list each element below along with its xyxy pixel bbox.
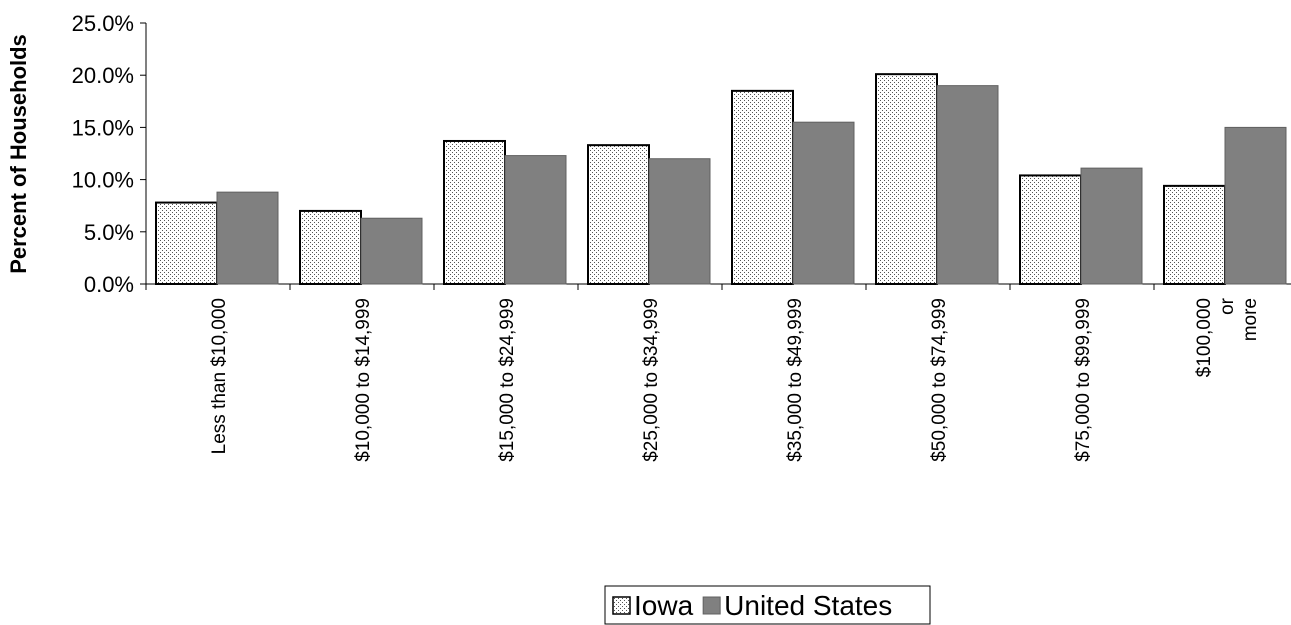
bar-united-states xyxy=(360,217,423,285)
bar-iowa xyxy=(155,201,218,285)
bars xyxy=(155,73,1287,285)
x-category-label: or xyxy=(1217,297,1238,315)
bar-iowa xyxy=(443,139,506,285)
legend-box xyxy=(604,585,931,625)
x-category-label: $10,000 to $14,999 xyxy=(353,298,374,462)
x-category-label: $50,000 to $74,999 xyxy=(929,298,950,462)
bar-united-states xyxy=(1224,126,1287,285)
bar-united-states xyxy=(1080,167,1143,285)
x-category-label: $100,000 xyxy=(1194,298,1215,377)
y-tick-label: 5.0% xyxy=(84,220,134,245)
y-tick-label: 15.0% xyxy=(72,115,134,140)
legend-swatch xyxy=(612,596,631,615)
bar-iowa xyxy=(731,89,794,285)
axes: 0.0% 5.0% 10.0% 15.0% 20.0% 25.0% xyxy=(72,11,1291,297)
bar-united-states xyxy=(216,191,279,285)
bar-iowa xyxy=(587,144,650,285)
legend-label: Iowa xyxy=(634,590,694,621)
legend: Iowa United States xyxy=(604,585,931,625)
x-category-label: $35,000 to $49,999 xyxy=(785,298,806,462)
bar-iowa xyxy=(875,73,938,285)
x-category-label: $15,000 to $24,999 xyxy=(497,298,518,462)
bar-united-states xyxy=(504,155,567,285)
legend-label: United States xyxy=(724,590,892,621)
y-tick-label: 0.0% xyxy=(84,272,134,297)
bar-united-states xyxy=(648,158,711,285)
legend-swatch xyxy=(702,596,721,615)
bar-iowa xyxy=(1019,174,1082,285)
bar-united-states xyxy=(936,85,999,285)
category-labels: Less than $10,000 $10,000 to $14,999 $15,0… xyxy=(209,297,1261,461)
bar-united-states xyxy=(792,121,855,285)
x-category-label: $25,000 to $34,999 xyxy=(641,298,662,462)
x-category-label: more xyxy=(1240,298,1261,341)
y-tick-label: 25.0% xyxy=(72,11,134,36)
y-tick-label: 20.0% xyxy=(72,63,134,88)
y-tick-label: 10.0% xyxy=(72,168,134,193)
bar-iowa xyxy=(1163,184,1226,285)
x-category-label: Less than $10,000 xyxy=(209,298,230,454)
y-axis-title: Percent of Households xyxy=(6,34,31,274)
x-category-label: $75,000 to $99,999 xyxy=(1073,298,1094,462)
bar-iowa xyxy=(299,209,362,285)
